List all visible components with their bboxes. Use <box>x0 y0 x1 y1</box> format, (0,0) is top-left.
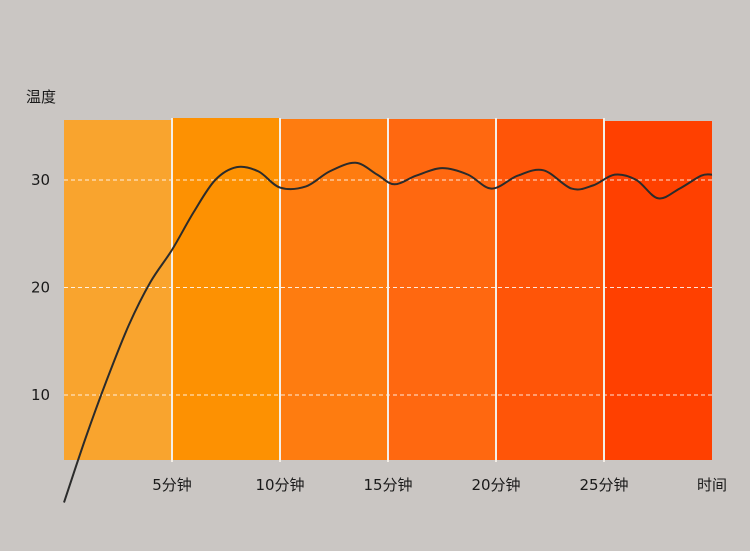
y-tick-label-10: 10 <box>31 386 50 404</box>
y-tick-label-30: 30 <box>31 171 50 189</box>
band-5 <box>496 119 604 460</box>
y-tick-labels: 10 20 30 <box>31 171 50 404</box>
band-dividers <box>171 118 605 462</box>
y-axis-label: 温度 <box>26 88 56 106</box>
band-2 <box>172 118 280 460</box>
temperature-line <box>63 161 713 503</box>
x-tick-label-5: 5分钟 <box>152 476 192 494</box>
background-bands <box>64 118 712 460</box>
x-tick-label-10: 10分钟 <box>255 476 304 494</box>
x-tick-label-15: 15分钟 <box>363 476 412 494</box>
y-tick-label-20: 20 <box>31 279 50 297</box>
x-tick-label-20: 20分钟 <box>471 476 520 494</box>
band-4 <box>388 119 496 460</box>
x-tick-labels: 5分钟 10分钟 15分钟 20分钟 25分钟 <box>152 476 628 494</box>
band-3 <box>280 119 388 460</box>
x-axis-label: 时间 <box>697 476 727 494</box>
band-1 <box>64 120 172 460</box>
band-6 <box>604 121 712 460</box>
x-tick-label-25: 25分钟 <box>579 476 628 494</box>
